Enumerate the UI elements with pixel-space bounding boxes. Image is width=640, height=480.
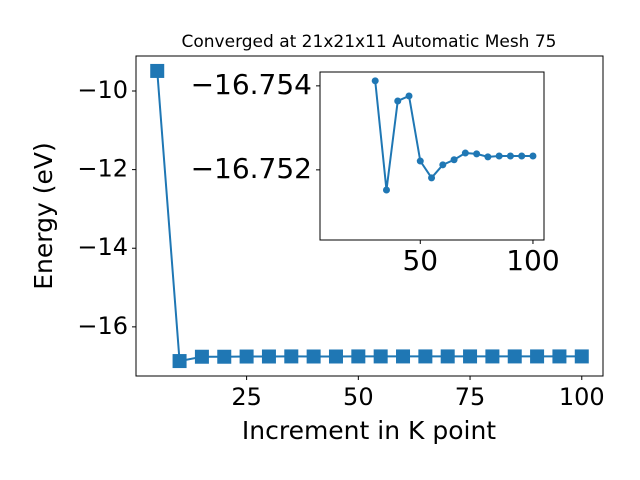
x-tick-label: 100 — [506, 244, 559, 277]
marker — [351, 349, 366, 364]
marker — [217, 349, 232, 364]
marker — [405, 92, 413, 100]
marker — [172, 354, 187, 369]
marker — [396, 349, 411, 364]
y-tick-label: −16.752 — [191, 152, 312, 185]
marker — [382, 186, 390, 194]
marker — [518, 152, 526, 160]
marker — [463, 349, 478, 364]
marker — [194, 349, 209, 364]
x-tick-label: 75 — [455, 383, 486, 411]
marker — [428, 174, 436, 182]
marker — [371, 77, 379, 85]
marker — [328, 349, 343, 364]
marker — [394, 97, 402, 105]
y-axis-label: Energy (eV) — [29, 142, 58, 289]
x-tick-label: 50 — [343, 383, 374, 411]
x-tick-label: 25 — [231, 383, 262, 411]
y-tick-label: −16.754 — [191, 68, 312, 101]
chart-title: Converged at 21x21x11 Automatic Mesh 75 — [182, 32, 557, 52]
marker — [506, 152, 514, 160]
marker — [150, 63, 165, 78]
marker — [284, 349, 299, 364]
marker — [416, 157, 424, 165]
marker — [484, 153, 492, 161]
marker — [418, 349, 433, 364]
y-tick-label: −16 — [77, 312, 128, 340]
marker — [530, 349, 545, 364]
marker — [261, 349, 276, 364]
x-axis-label: Increment in K point — [242, 416, 496, 445]
marker — [439, 161, 447, 169]
x-tick-label: 100 — [559, 383, 605, 411]
marker — [306, 349, 321, 364]
marker — [461, 149, 469, 157]
y-tick-label: −12 — [77, 155, 128, 183]
x-tick-label: 50 — [402, 244, 438, 277]
marker — [440, 349, 455, 364]
marker — [529, 152, 537, 160]
y-tick-label: −10 — [77, 76, 128, 104]
marker — [373, 349, 388, 364]
marker — [507, 349, 522, 364]
y-tick-label: −14 — [77, 233, 128, 261]
marker — [495, 152, 503, 160]
marker — [574, 349, 589, 364]
marker — [450, 156, 458, 164]
marker — [552, 349, 567, 364]
marker — [239, 349, 254, 364]
marker — [473, 150, 481, 158]
marker — [485, 349, 500, 364]
